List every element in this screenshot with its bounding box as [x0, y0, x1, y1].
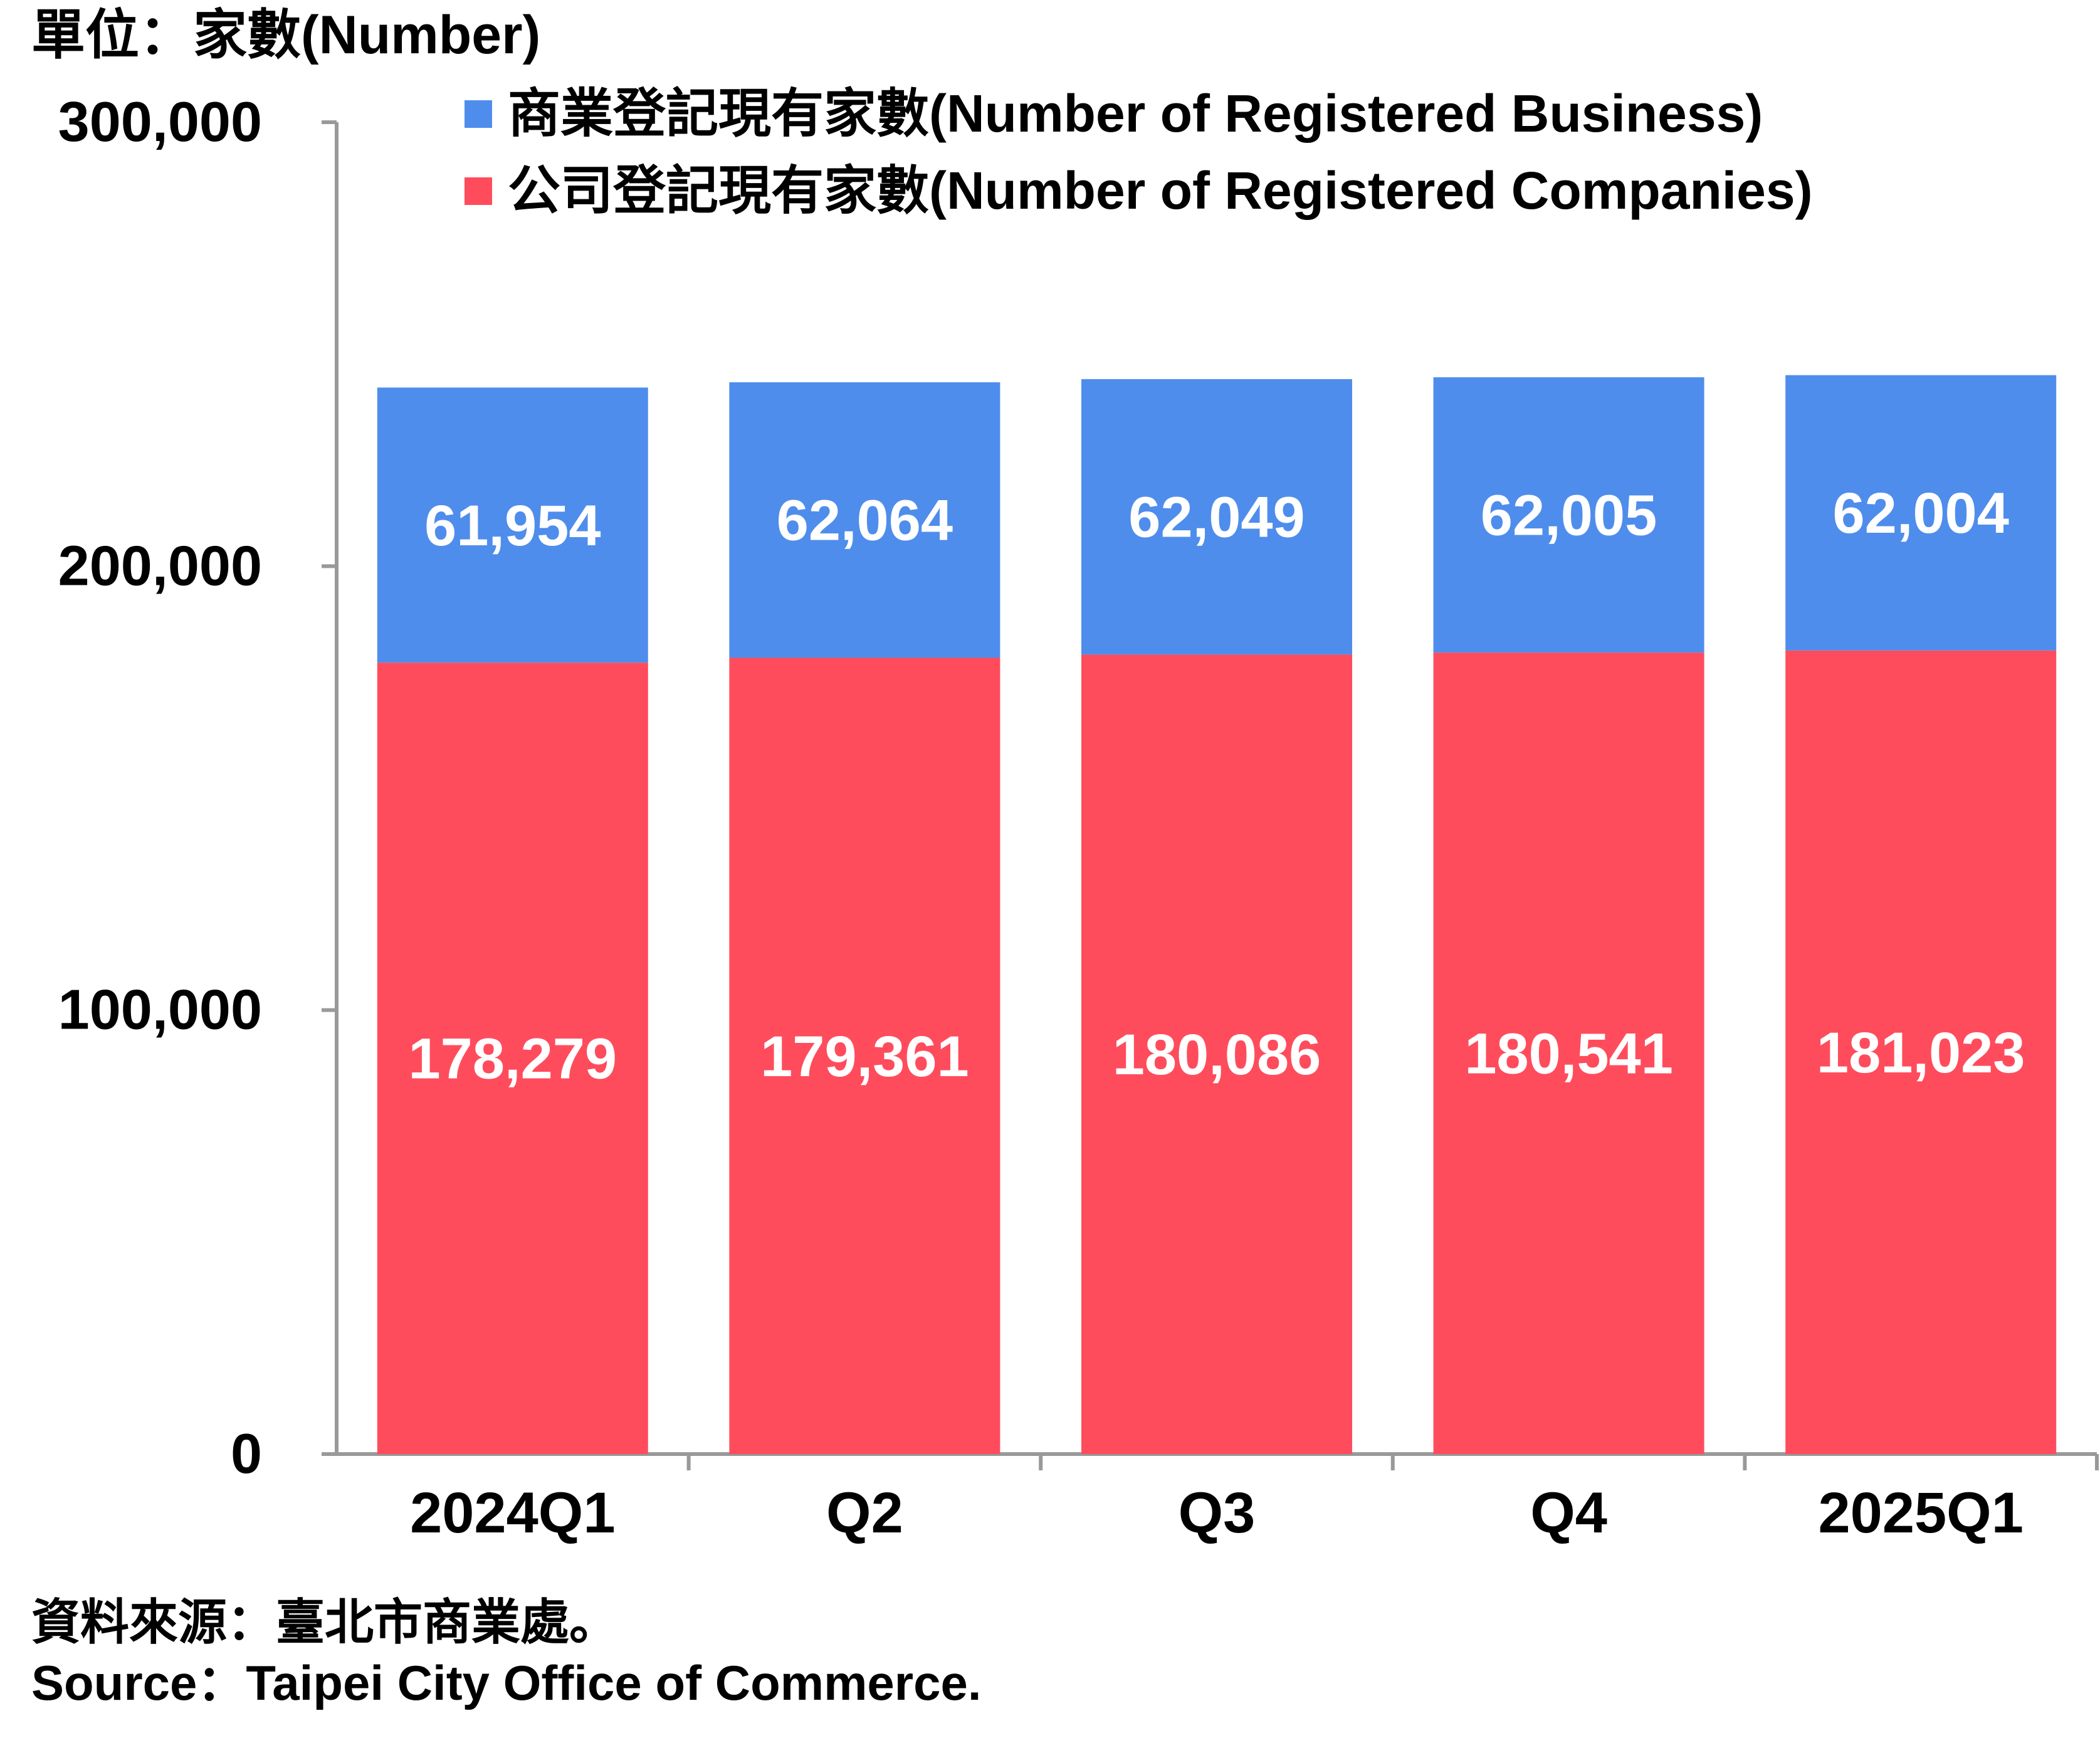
- legend-swatch-companies: [465, 177, 492, 205]
- bar-business: [377, 387, 648, 663]
- source-en: Source：Taipei City Office of Commerce.: [31, 1655, 982, 1710]
- x-tick-label: 2024Q1: [410, 1481, 615, 1545]
- data-label-business: 62,004: [1833, 481, 2009, 545]
- data-label-business: 62,064: [777, 489, 953, 553]
- data-label-companies: 180,541: [1464, 1022, 1673, 1086]
- data-label-companies: 179,361: [760, 1025, 969, 1089]
- data-label-business: 62,049: [1128, 486, 1305, 550]
- data-label-business: 61,954: [424, 494, 601, 558]
- bar-business: [729, 382, 1000, 658]
- legend-label-business: 商業登記現有家數(Number of Registered Business): [508, 84, 1763, 143]
- data-label-companies: 181,023: [1817, 1021, 2025, 1085]
- unit-label: 單位：家數(Number): [31, 5, 540, 65]
- x-tick-label: Q4: [1530, 1481, 1607, 1545]
- source-zh: 資料來源：臺北市商業處。: [31, 1594, 618, 1650]
- legend: 商業登記現有家數(Number of Registered Business) 公…: [465, 84, 1813, 220]
- y-tick-label: 100,000: [58, 979, 262, 1042]
- bar-business: [1785, 375, 2057, 651]
- x-tick-label: Q3: [1179, 1481, 1256, 1545]
- bar-business: [1081, 379, 1352, 655]
- bars-layer: 178,279 61,954 179,361 62,064 180,086 62,049 1…: [377, 375, 2057, 1454]
- bar-business: [1433, 377, 1704, 653]
- legend-swatch-business: [465, 100, 492, 128]
- data-label-companies: 180,086: [1113, 1023, 1321, 1087]
- bar-companies: [1785, 650, 2057, 1454]
- y-tick-label: 200,000: [58, 535, 262, 597]
- data-label-companies: 178,279: [409, 1027, 617, 1091]
- axis-layer: 0 100,000 200,000 300,000 2024Q1 Q2 Q3 Q4 2025Q1: [58, 91, 2099, 1545]
- x-tick-label: 2025Q1: [1819, 1481, 2024, 1545]
- data-label-business: 62,005: [1481, 484, 1657, 548]
- bar-companies: [1081, 654, 1352, 1454]
- legend-label-companies: 公司登記現有家數(Number of Registered Companies): [508, 161, 1813, 220]
- y-tick-label: 0: [231, 1423, 262, 1485]
- y-tick-label: 300,000: [58, 91, 262, 154]
- bar-companies: [1433, 652, 1704, 1454]
- bar-companies: [377, 662, 648, 1454]
- bar-companies: [729, 657, 1000, 1454]
- x-tick-label: Q2: [826, 1481, 903, 1545]
